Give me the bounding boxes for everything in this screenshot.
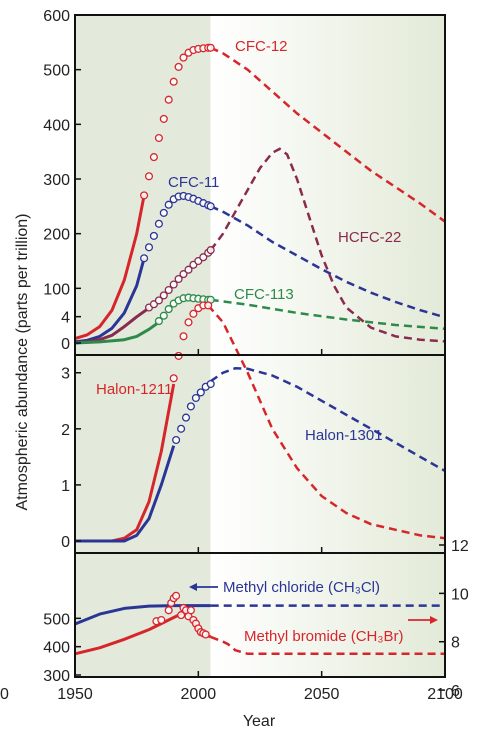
x-tick-label: 2050 (304, 686, 340, 703)
cfc-12-observation (206, 43, 215, 52)
hcfc-22-observation (174, 274, 183, 284)
cfc-12-observation (159, 114, 168, 123)
projection-period-band (210, 553, 445, 677)
hcfc-22-observation (154, 296, 163, 305)
y2-tick-label: 8 (451, 635, 460, 652)
cfc-11-observation (159, 208, 168, 217)
y-tick-label: 100 (43, 281, 70, 298)
panel-frame-bottom (74, 552, 446, 678)
y2-tick-label: 12 (451, 538, 469, 555)
x-axis-title: Year (243, 713, 276, 730)
y-tick-label: 300 (43, 172, 70, 189)
halon-1211-observation (204, 301, 213, 310)
cfc-12-observation (164, 95, 173, 104)
methyl-bromide-ch-br-label: Methyl bromide (CH₃Br) (244, 628, 403, 645)
y-tick-label: 3 (61, 366, 70, 383)
y-tick-label: 4 (61, 310, 70, 327)
cfc-11-history-line (74, 257, 146, 344)
cfc-113-observation (154, 317, 163, 326)
cfc-12-observation (144, 172, 154, 181)
cfc-113-observation (159, 311, 168, 320)
observed-period-band (75, 355, 211, 553)
projection-period-band (210, 15, 445, 355)
x-tick-label: 2000 (181, 686, 217, 703)
halon-1211-label: Halon-1211 (96, 381, 172, 398)
hcfc-22-observation (179, 270, 188, 279)
halon-1301-observation (172, 435, 181, 445)
y-tick-label: 200 (43, 227, 70, 244)
hcfc-22-projection-line (209, 147, 446, 343)
hcfc-22-label: HCFC-22 (338, 229, 401, 246)
y-tick-label: 600 (43, 8, 70, 25)
halon-1211-observation (184, 318, 193, 327)
methyl-bromide-ch-br-observation (201, 630, 210, 639)
cfc-12-label: CFC-12 (235, 38, 288, 55)
y-axis-title: Atmospheric abundance (parts per trillio… (14, 213, 31, 510)
methyl-chloride-ch-cl-label: Methyl chloride (CH₃Cl) (223, 579, 380, 596)
cfc-113-history-line (74, 320, 160, 345)
cfc-12-projection-line (210, 46, 446, 223)
y-tick-label: 1 (61, 478, 70, 495)
y-tick-label: 0 (61, 534, 70, 551)
cfc-12-observation (154, 133, 163, 143)
hcfc-22-observation (199, 253, 208, 262)
hcfc-22-observation (164, 285, 173, 295)
y-tick-label: 0 (61, 336, 70, 353)
cfc-11-observation (140, 254, 149, 263)
cfc-11-observation (144, 243, 154, 252)
cfc-12-observation (174, 62, 183, 71)
cfc-113-observation (164, 305, 173, 314)
x-tick-label: 1950 (57, 686, 93, 703)
methyl-bromide-ch-br-observation (177, 611, 186, 620)
methyl-bromide-ch-br-observation (157, 615, 166, 625)
y-tick-label: 2 (61, 422, 70, 439)
hcfc-22-observation (169, 280, 178, 289)
cfc-11-observation (149, 231, 158, 240)
hcfc-22-observation (184, 265, 193, 274)
cfc-12-history-line (74, 195, 146, 341)
left-edge-label: 0 (0, 686, 9, 703)
methyl-chloride-ch-cl-history-line (74, 604, 211, 626)
halon-1211-observation (179, 332, 188, 341)
projection-period-band (210, 355, 445, 553)
x-tick-label: 2100 (427, 686, 463, 703)
cfc-113-projection-line (210, 298, 446, 331)
y2-tick-label: 6 (451, 683, 460, 700)
y-tick-label: 400 (43, 640, 70, 657)
methyl-bromide-ch-br-observation (172, 591, 181, 600)
y-tick-label: 500 (43, 611, 70, 628)
methyl-bromide-ch-br-observation (186, 606, 195, 615)
cfc-12-observation (149, 153, 158, 162)
hcfc-22-observation (206, 246, 215, 255)
cfc-11-observation (154, 219, 163, 228)
halon-1301-observation (181, 413, 191, 422)
methyl-bromide-ch-br-observation (164, 606, 173, 615)
cfc-113-label: CFC-113 (234, 286, 294, 303)
halon-1301-observation (206, 379, 215, 389)
cfc-12-observation (169, 77, 178, 86)
right-axis-arrowhead-icon (430, 616, 438, 624)
halon-1211-observation (189, 309, 198, 318)
halon-1301-history-line (75, 445, 176, 543)
left-axis-arrowhead-icon (189, 583, 197, 591)
cfc-11-projection-line (210, 205, 446, 319)
y-tick-label: 400 (43, 117, 70, 134)
halon-1211-observation (169, 374, 178, 383)
halon-1301-projection-line (209, 367, 446, 472)
y-tick-label: 300 (43, 668, 70, 685)
halon-1301-observation (191, 393, 200, 403)
halon-1301-label: Halon-1301 (305, 427, 383, 444)
y-tick-label: 500 (43, 63, 70, 80)
cfc-11-observation (164, 200, 173, 209)
halon-1301-observation (177, 424, 186, 433)
cfc-11-label: CFC-11 (168, 174, 219, 191)
halon-1301-observation (196, 388, 205, 397)
cfc-12-observation (140, 191, 149, 200)
cfc-12-observation (179, 53, 188, 62)
halon-1301-observation (186, 402, 195, 411)
cfc-11-observation (206, 202, 215, 211)
hcfc-22-observation (159, 291, 168, 300)
y2-tick-label: 10 (451, 586, 469, 603)
